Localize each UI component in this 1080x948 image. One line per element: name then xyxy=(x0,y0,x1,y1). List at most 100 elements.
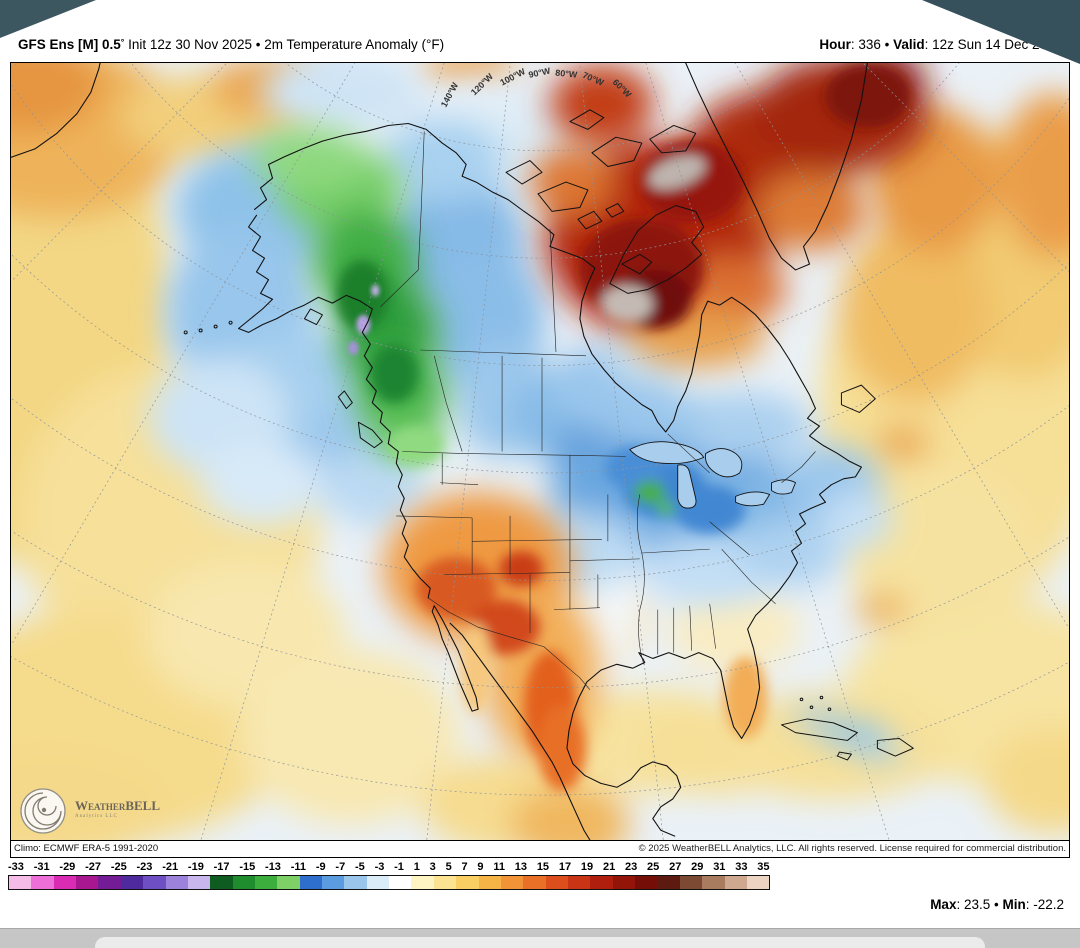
map-title: GFS Ens [M] 0.5° Init 12z 30 Nov 2025 • … xyxy=(18,37,444,52)
max-min-stats: Max: 23.5 • Min: -22.2 xyxy=(930,897,1064,912)
colorbar-tick: 15 xyxy=(536,861,550,873)
colorbar-segment xyxy=(433,876,457,889)
colorbar-tick: -19 xyxy=(187,861,204,873)
climo-label: Climo: ECMWF ERA-5 1991-2020 xyxy=(14,843,159,854)
weatherbell-logo-text: WeatherBELL Analytics LLC xyxy=(75,798,161,822)
hour-value: : 336 • xyxy=(850,37,894,52)
colorbar-segment xyxy=(76,876,99,889)
min-value: : -22.2 xyxy=(1025,897,1064,912)
colorbar-segment xyxy=(635,876,658,889)
min-label: Min xyxy=(1002,897,1026,912)
colorbar-tick: 3 xyxy=(429,861,436,873)
colorbar-bar xyxy=(8,875,770,890)
colorbar-segment xyxy=(478,876,501,889)
bottom-card-top xyxy=(95,937,985,948)
colorbar-tick: 7 xyxy=(461,861,468,873)
colorbar-segment xyxy=(545,876,568,889)
meridian-label: 90°W xyxy=(528,66,552,80)
borders xyxy=(380,131,816,690)
colorbar-tick: -33 xyxy=(8,861,24,873)
colorbar-segment xyxy=(679,876,703,889)
colorbar-segment xyxy=(254,876,278,889)
colorbar-tick: -15 xyxy=(239,861,256,873)
colorbar-segment xyxy=(702,876,725,889)
colorbar-segment xyxy=(165,876,188,889)
colorbar-segment xyxy=(210,876,233,889)
colorbar-segment xyxy=(612,876,636,889)
title-rest: Init 12z 30 Nov 2025 • 2m Temperature An… xyxy=(124,37,445,52)
colorbar-tick: -1 xyxy=(394,861,404,873)
colorbar-segment xyxy=(232,876,255,889)
colorbar-segment xyxy=(411,876,434,889)
top-right-corner-decoration xyxy=(922,0,1080,64)
colorbar-tick: -13 xyxy=(265,861,281,873)
map-frame: 140°W 120°W 100°W 90°W 80°W 70°W 60°W WeatherB… xyxy=(10,62,1070,858)
colorbar-ticks: -33 -31 -29 -27 -25 -23 -21 -19 -17 -15 -13 -11 -9 -7… xyxy=(8,861,770,874)
valid-label: Valid xyxy=(893,37,925,52)
colorbar-tick: -17 xyxy=(213,861,230,873)
colorbar-segment xyxy=(187,876,211,889)
colorbar-tick: -31 xyxy=(33,861,50,873)
colorbar-segment xyxy=(9,876,32,889)
colorbar-tick: -25 xyxy=(110,861,127,873)
meridian-label: 80°W xyxy=(555,68,579,80)
islands xyxy=(183,109,914,761)
colorbar-segment xyxy=(31,876,54,889)
colorbar-segment xyxy=(143,876,166,889)
map-attribution: Climo: ECMWF ERA-5 1991-2020 © 2025 Weat… xyxy=(11,840,1069,856)
colorbar-tick: 19 xyxy=(580,861,594,873)
colorbar-segment xyxy=(389,876,412,889)
colorbar-tick: 11 xyxy=(493,861,505,873)
colorbar-tick: 27 xyxy=(669,861,682,873)
colorbar: -33 -31 -29 -27 -25 -23 -21 -19 -17 -15 -13 -11 -9 -7… xyxy=(8,861,770,890)
colorbar-segment xyxy=(657,876,680,889)
colorbar-segment xyxy=(523,876,546,889)
bottom-panel xyxy=(0,928,1080,948)
colorbar-tick: 17 xyxy=(558,861,572,873)
colorbar-tick: -5 xyxy=(354,861,365,873)
weatherbell-logo: WeatherBELL Analytics LLC xyxy=(17,785,160,837)
colorbar-tick: -27 xyxy=(85,861,102,873)
colorbar-tick: 35 xyxy=(757,861,770,873)
coastlines xyxy=(11,63,868,840)
colorbar-segment xyxy=(277,876,300,889)
max-label: Max xyxy=(930,897,957,912)
degree-symbol: ° xyxy=(120,37,125,47)
colorbar-segment xyxy=(590,876,613,889)
colorbar-tick: -3 xyxy=(374,861,385,873)
colorbar-tick: 9 xyxy=(477,861,484,873)
colorbar-tick: 23 xyxy=(625,861,638,873)
colorbar-segment xyxy=(567,876,591,889)
weatherbell-logo-icon xyxy=(20,788,66,834)
colorbar-segment xyxy=(724,876,747,889)
colorbar-segment xyxy=(322,876,345,889)
logo-subtext: Analytics LLC xyxy=(75,814,118,819)
colorbar-tick: -7 xyxy=(335,861,346,873)
colorbar-segment xyxy=(456,876,479,889)
max-value: : 23.5 • xyxy=(956,897,1003,912)
top-left-corner-decoration xyxy=(0,0,96,38)
logo-wordmark: WeatherBELL xyxy=(75,798,161,813)
colorbar-tick: 33 xyxy=(735,861,748,873)
colorbar-tick: -9 xyxy=(315,861,326,873)
extreme-cold-specks xyxy=(348,284,380,355)
great-lakes xyxy=(629,441,797,509)
graticule xyxy=(11,63,1069,840)
colorbar-segment xyxy=(344,876,367,889)
colorbar-segment xyxy=(500,876,524,889)
map-header: GFS Ens [M] 0.5° Init 12z 30 Nov 2025 • … xyxy=(0,29,1080,60)
colorbar-tick: -11 xyxy=(290,861,307,873)
colorbar-tick: 21 xyxy=(602,861,616,873)
colorbar-tick: 1 xyxy=(413,861,420,873)
anomaly-map-canvas: 140°W 120°W 100°W 90°W 80°W 70°W 60°W xyxy=(11,63,1069,840)
colorbar-segment xyxy=(53,876,77,889)
anomaly-cores xyxy=(336,64,910,792)
colorbar-segment xyxy=(746,876,770,889)
colorbar-tick: 13 xyxy=(514,861,528,873)
colorbar-tick: 25 xyxy=(647,861,660,873)
colorbar-segment xyxy=(366,876,390,889)
colorbar-tick: 5 xyxy=(445,861,452,873)
colorbar-segment xyxy=(299,876,323,889)
colorbar-tick: 29 xyxy=(691,861,704,873)
colorbar-segment xyxy=(120,876,144,889)
